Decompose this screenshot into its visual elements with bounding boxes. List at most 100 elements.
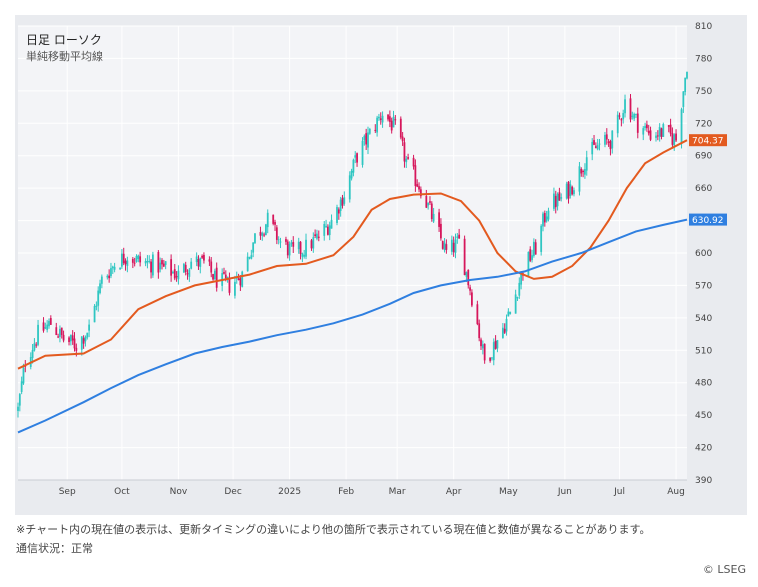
- candle-body: [467, 269, 470, 286]
- candle-body: [481, 344, 484, 349]
- candle-body: [401, 136, 404, 142]
- candle-body: [425, 195, 428, 208]
- candle-body: [223, 272, 225, 274]
- candle-body: [162, 263, 165, 267]
- candle-body: [164, 261, 167, 265]
- y-tick-label: 810: [695, 22, 712, 32]
- candle-body: [531, 255, 533, 260]
- candle-body: [175, 276, 178, 278]
- candle-body: [469, 287, 471, 291]
- candle-body: [463, 238, 466, 276]
- candle-body: [111, 266, 114, 269]
- x-tick-label: 2025: [278, 487, 301, 497]
- candle-body: [430, 203, 433, 219]
- candle-body: [84, 337, 87, 342]
- candle-body: [46, 324, 49, 330]
- candle-body: [57, 336, 60, 338]
- candle-body: [37, 324, 39, 345]
- candle-body: [277, 239, 280, 241]
- candle-body: [418, 186, 420, 190]
- y-tick-label: 720: [695, 119, 712, 129]
- candle-body: [93, 306, 96, 323]
- candle-body: [669, 124, 672, 134]
- candle-body: [274, 222, 276, 225]
- candle-body: [159, 262, 162, 270]
- candle-body: [22, 367, 25, 384]
- chart-subtitle: 単純移動平均線: [26, 50, 103, 63]
- candle-body: [609, 141, 612, 150]
- candle-body: [440, 223, 442, 239]
- candle-body: [569, 184, 572, 196]
- candle-body: [529, 249, 532, 261]
- candle-body: [543, 213, 546, 223]
- candle-body: [263, 234, 265, 236]
- candle-body: [299, 241, 302, 254]
- candle-body: [75, 347, 78, 351]
- candle-body: [368, 128, 371, 134]
- candle-body: [148, 260, 151, 262]
- candle-body: [146, 261, 149, 263]
- x-tick-label: Dec: [224, 487, 241, 497]
- candle-body: [190, 261, 193, 269]
- candle-body: [419, 189, 422, 197]
- candle-body: [540, 225, 543, 252]
- last-value-badge: [689, 213, 727, 226]
- candle-body: [250, 255, 253, 259]
- candle-body: [547, 210, 550, 220]
- candle-body: [325, 225, 327, 227]
- y-tick-label: 480: [695, 379, 712, 389]
- candle-body: [644, 126, 646, 128]
- candle-body: [33, 343, 36, 351]
- candle-body: [374, 129, 377, 131]
- candle-body: [352, 159, 355, 173]
- candle-body: [261, 233, 264, 236]
- candle-body: [660, 128, 663, 137]
- candle-body: [483, 343, 486, 361]
- candle-body: [212, 274, 214, 280]
- candle-body: [527, 251, 530, 278]
- candle-body: [126, 260, 129, 266]
- candle-body: [622, 113, 625, 120]
- candle-body: [49, 318, 52, 325]
- candle-body: [350, 170, 353, 179]
- candle-body: [326, 226, 329, 235]
- candle-body: [534, 242, 537, 255]
- candle-body: [454, 239, 457, 253]
- candle-body: [565, 183, 568, 199]
- candle-body: [108, 275, 111, 279]
- x-tick-label: May: [499, 487, 518, 497]
- candle-body: [429, 201, 431, 203]
- candle-body: [252, 242, 255, 253]
- candle-body: [62, 334, 65, 341]
- candle-body: [139, 256, 142, 263]
- candle-body: [392, 116, 395, 128]
- candle-body: [343, 197, 346, 204]
- candle-body: [684, 77, 687, 93]
- candle-body: [356, 153, 358, 163]
- y-tick-label: 690: [695, 152, 712, 162]
- candle-body: [438, 212, 440, 227]
- candle-body: [144, 261, 147, 264]
- candle-body: [68, 337, 70, 343]
- candle-body: [131, 259, 134, 263]
- candle-body: [367, 132, 369, 148]
- candle-body: [323, 224, 326, 236]
- candle-body: [379, 118, 382, 121]
- last-value-label: 704.37: [692, 137, 724, 147]
- candle-body: [503, 328, 506, 333]
- candle-body: [336, 207, 338, 223]
- candle-body: [133, 262, 136, 264]
- candle-body: [173, 269, 176, 279]
- candle-body: [624, 99, 626, 114]
- x-tick-label: Nov: [170, 487, 188, 497]
- candle-body: [432, 213, 435, 222]
- candle-body: [234, 281, 236, 296]
- candle-body: [478, 323, 481, 339]
- candle-body: [228, 278, 231, 293]
- candle-body: [553, 193, 555, 209]
- candle-body: [186, 273, 189, 275]
- candle-body: [394, 119, 397, 121]
- candle-body: [20, 381, 23, 392]
- candle-body: [593, 140, 595, 145]
- candle-body: [452, 242, 455, 253]
